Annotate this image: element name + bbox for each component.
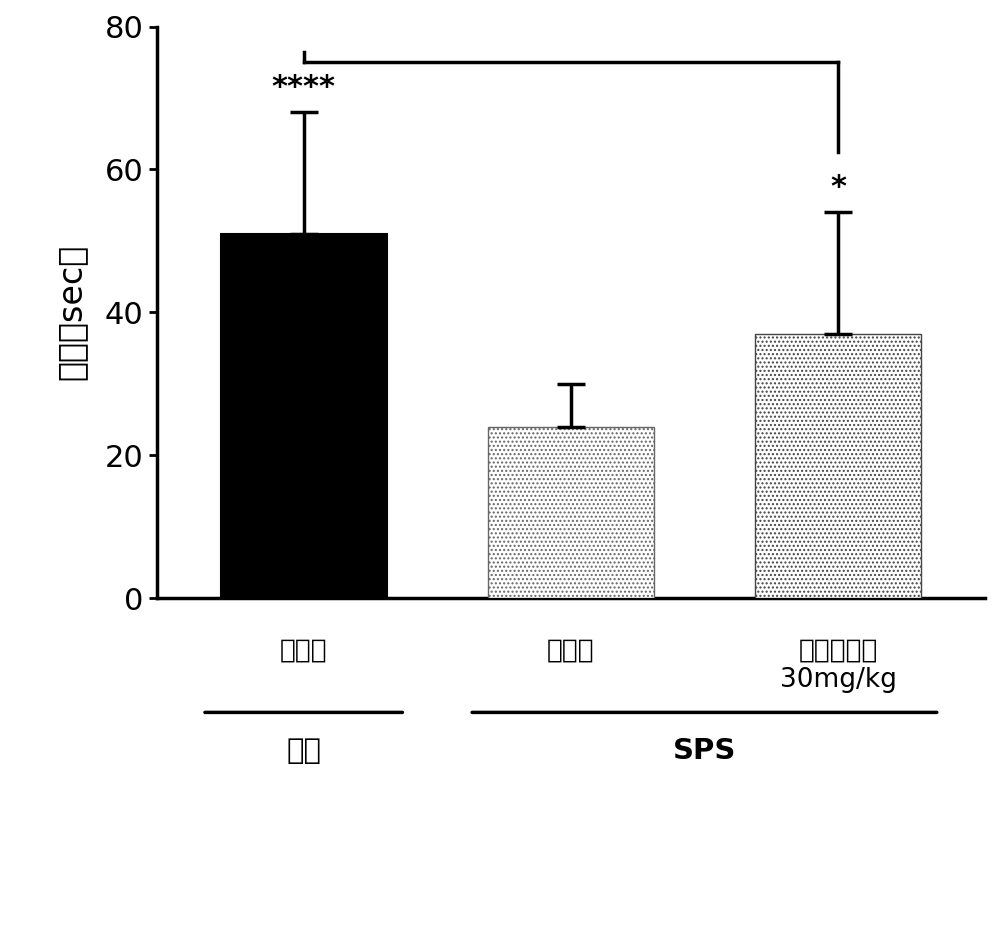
Y-axis label: 攀爬（sec）: 攀爬（sec） — [55, 244, 88, 381]
Text: SPS: SPS — [673, 737, 736, 766]
Text: 媒介物: 媒介物 — [280, 637, 327, 663]
Bar — [221, 233, 387, 598]
Bar — [755, 333, 921, 598]
Text: ****: **** — [272, 72, 336, 102]
Text: 对照: 对照 — [286, 737, 321, 766]
Text: 媒介物: 媒介物 — [547, 637, 595, 663]
Bar — [488, 427, 654, 598]
Text: *: * — [830, 172, 846, 202]
Text: 试验化合物
30mg/kg: 试验化合物 30mg/kg — [780, 637, 896, 694]
